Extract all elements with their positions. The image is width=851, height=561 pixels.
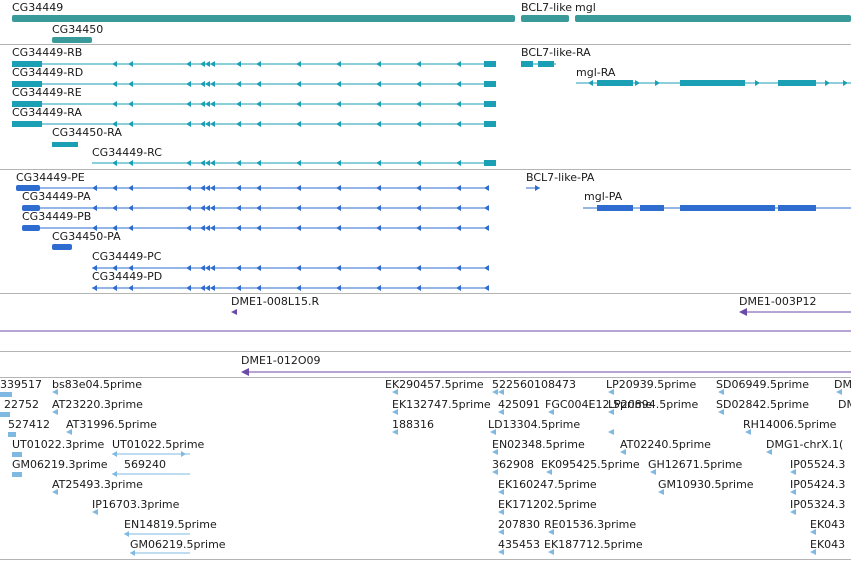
est-label[interactable]: EK171202.5prime bbox=[498, 498, 597, 511]
mrna-strand-arrows bbox=[112, 61, 848, 166]
est-label[interactable]: EK043 bbox=[810, 518, 846, 531]
est-label[interactable]: DMG1-chrX.1( bbox=[766, 438, 844, 451]
clone-feature-c1[interactable] bbox=[231, 309, 237, 315]
est-label[interactable]: DM bbox=[838, 398, 851, 411]
gene-label-mgl[interactable]: mgl bbox=[575, 1, 596, 14]
est-label[interactable]: LP20939.5prime bbox=[606, 378, 697, 391]
gene-track bbox=[12, 15, 851, 43]
est-label[interactable]: 339517 bbox=[0, 378, 42, 391]
est-label[interactable]: 22752 bbox=[4, 398, 39, 411]
clone-track bbox=[0, 308, 851, 376]
est-track-marks bbox=[0, 389, 842, 556]
mrna-label-cg34450-ra[interactable]: CG34450-RA bbox=[52, 126, 122, 139]
protein-label-cg34450-pa[interactable]: CG34450-PA bbox=[52, 230, 121, 243]
protein-label-mgl-pa[interactable]: mgl-PA bbox=[584, 190, 623, 203]
protein-feature-cg34450-pa[interactable] bbox=[52, 244, 72, 250]
mrna-track bbox=[12, 61, 851, 166]
est-label[interactable]: 527412 bbox=[8, 418, 50, 431]
clone-label-c2[interactable]: DME1-003P12 bbox=[739, 295, 817, 308]
protein-feature-mgl-pa[interactable] bbox=[583, 205, 851, 211]
protein-label-pd[interactable]: CG34449-PD bbox=[92, 270, 163, 283]
est-label[interactable]: 522560108473 bbox=[492, 378, 576, 391]
mrna-label-rd[interactable]: CG34449-RD bbox=[12, 66, 84, 79]
est-label[interactable]: EK095425.5prime bbox=[541, 458, 640, 471]
est-label[interactable]: IP05424.3 bbox=[790, 478, 846, 491]
mrna-label-rc[interactable]: CG34449-RC bbox=[92, 146, 162, 159]
est-label[interactable]: SD06949.5prime bbox=[716, 378, 809, 391]
est-label[interactable]: EN14819.5prime bbox=[124, 518, 217, 531]
clone-feature-c2[interactable] bbox=[739, 308, 851, 316]
est-label[interactable]: 188316 bbox=[392, 418, 434, 431]
est-label[interactable]: EN02348.5prime bbox=[492, 438, 585, 451]
est-label[interactable]: IP05324.3 bbox=[790, 498, 846, 511]
protein-label-pe[interactable]: CG34449-PE bbox=[16, 171, 85, 184]
est-label[interactable]: GM10930.5prime bbox=[658, 478, 754, 491]
gene-feature-mgl[interactable] bbox=[575, 15, 851, 22]
gene-label-cg34449[interactable]: CG34449 bbox=[12, 1, 64, 14]
protein-strand-arrows bbox=[92, 185, 540, 291]
mrna-feature-cg34450-ra[interactable] bbox=[52, 142, 78, 147]
protein-label-pc[interactable]: CG34449-PC bbox=[92, 250, 162, 263]
est-label[interactable]: AT31996.5prime bbox=[66, 418, 157, 431]
mrna-label-ra[interactable]: CG34449-RA bbox=[12, 106, 82, 119]
est-label[interactable]: EK132747.5prime bbox=[392, 398, 491, 411]
track-separators bbox=[0, 44, 851, 560]
est-label[interactable]: UT01022.3prime bbox=[12, 438, 105, 451]
clone-label-c1[interactable]: DME1-008L15.R bbox=[231, 295, 320, 308]
protein-track bbox=[16, 185, 851, 291]
est-label[interactable]: bs83e04.5prime bbox=[52, 378, 143, 391]
mrna-label-re[interactable]: CG34449-RE bbox=[12, 86, 82, 99]
est-label[interactable]: SD02842.5prime bbox=[716, 398, 809, 411]
mrna-feature-bcl7-ra[interactable] bbox=[521, 61, 556, 67]
protein-feature-pb[interactable] bbox=[22, 225, 488, 231]
est-label[interactable]: AT23220.3prime bbox=[52, 398, 143, 411]
protein-feature-pa[interactable] bbox=[22, 205, 488, 211]
est-label[interactable]: RH14006.5prime bbox=[743, 418, 837, 431]
est-label[interactable]: EK043 bbox=[810, 538, 846, 551]
gene-feature-cg34450[interactable] bbox=[52, 37, 92, 43]
est-label[interactable]: EK187712.5prime bbox=[544, 538, 643, 551]
clone-feature-c3[interactable] bbox=[241, 368, 851, 376]
est-label[interactable]: 569240 bbox=[124, 458, 166, 471]
est-label[interactable]: GM06219.3prime bbox=[12, 458, 108, 471]
mrna-label-rb[interactable]: CG34449-RB bbox=[12, 46, 83, 59]
gene-label-bcl7[interactable]: BCL7-like bbox=[521, 1, 572, 14]
est-label[interactable]: GM06219.5prime bbox=[130, 538, 226, 551]
est-label[interactable]: 362908 bbox=[492, 458, 534, 471]
mrna-feature-mgl-ra[interactable] bbox=[576, 80, 851, 86]
est-label[interactable]: AT02240.5prime bbox=[620, 438, 711, 451]
est-label[interactable]: AT25493.3prime bbox=[52, 478, 143, 491]
protein-label-pa[interactable]: CG34449-PA bbox=[22, 190, 91, 203]
est-label[interactable]: IP16703.3prime bbox=[92, 498, 180, 511]
mrna-feature-rc[interactable] bbox=[92, 160, 496, 166]
est-label[interactable]: FGC004E12.5prime bbox=[545, 398, 653, 411]
mrna-feature-ra[interactable] bbox=[12, 121, 496, 127]
est-label[interactable]: EK290457.5prime bbox=[385, 378, 484, 391]
mrna-feature-rd[interactable] bbox=[12, 81, 496, 87]
est-label[interactable]: LD13304.5prime bbox=[488, 418, 581, 431]
est-label[interactable]: 425091 bbox=[498, 398, 540, 411]
est-label[interactable]: GH12671.5prime bbox=[648, 458, 743, 471]
est-label[interactable]: LP20894.5prime bbox=[608, 398, 699, 411]
gene-label-cg34450[interactable]: CG34450 bbox=[52, 23, 104, 36]
est-label[interactable]: RE01536.3prime bbox=[544, 518, 637, 531]
protein-label-bcl7-pa[interactable]: BCL7-like-PA bbox=[526, 171, 595, 184]
mrna-feature-re[interactable] bbox=[12, 101, 496, 107]
gene-feature-bcl7[interactable] bbox=[521, 15, 569, 22]
est-label[interactable]: 435453 bbox=[498, 538, 540, 551]
gene-feature-cg34449[interactable] bbox=[12, 15, 515, 22]
mrna-label-mgl-ra[interactable]: mgl-RA bbox=[576, 66, 616, 79]
est-label[interactable]: DM bbox=[834, 378, 851, 391]
est-label[interactable]: UT01022.5prime bbox=[112, 438, 205, 451]
est-label[interactable]: 207830 bbox=[498, 518, 540, 531]
mrna-label-bcl7-ra[interactable]: BCL7-like-RA bbox=[521, 46, 591, 59]
mrna-feature-rb[interactable] bbox=[12, 61, 496, 67]
est-label[interactable]: EK160247.5prime bbox=[498, 478, 597, 491]
protein-label-pb[interactable]: CG34449-PB bbox=[22, 210, 92, 223]
est-label[interactable]: IP05524.3 bbox=[790, 458, 846, 471]
clone-label-c3[interactable]: DME1-012O09 bbox=[241, 354, 321, 367]
